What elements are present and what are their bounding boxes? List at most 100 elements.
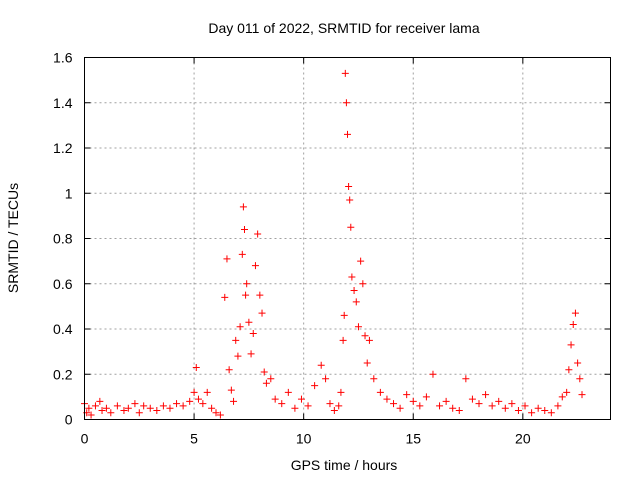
data-point xyxy=(422,393,430,401)
x-tick-label: 20 xyxy=(515,431,531,447)
y-axis-label: SRMTID / TECUs xyxy=(5,183,21,293)
data-point xyxy=(468,395,476,403)
data-point xyxy=(284,388,292,396)
data-point xyxy=(563,388,571,396)
data-point xyxy=(335,402,343,410)
data-point xyxy=(352,298,360,306)
data-point xyxy=(541,406,549,414)
y-tick-label: 0.8 xyxy=(53,231,73,247)
data-point xyxy=(488,402,496,410)
x-tick-label: 10 xyxy=(296,431,312,447)
data-point xyxy=(238,250,246,258)
data-point xyxy=(242,291,250,299)
data-point xyxy=(348,273,356,281)
y-tick-label: 0.6 xyxy=(53,276,73,292)
data-point xyxy=(508,400,516,408)
data-point xyxy=(455,406,463,414)
data-point xyxy=(370,375,378,383)
data-point xyxy=(232,336,240,344)
axis-ticks: 0 0.2 0.4 0.6 0.8 1 1.2 1.4 1.6 0 5 10 15 20 xyxy=(53,50,611,447)
data-point xyxy=(311,382,319,390)
data-point xyxy=(442,397,450,405)
data-point xyxy=(554,402,562,410)
data-point xyxy=(239,203,247,211)
data-point xyxy=(574,359,582,367)
x-tick-label: 15 xyxy=(405,431,421,447)
data-point xyxy=(212,409,220,417)
data-point xyxy=(350,287,358,295)
data-point xyxy=(236,323,244,331)
data-point xyxy=(124,404,132,412)
data-point xyxy=(98,406,106,414)
data-point xyxy=(514,406,522,414)
data-point xyxy=(304,402,312,410)
data-point xyxy=(346,196,354,204)
data-point xyxy=(383,395,391,403)
data-point xyxy=(258,309,266,317)
data-point xyxy=(146,404,154,412)
data-point xyxy=(337,388,345,396)
data-point xyxy=(251,262,259,270)
y-tick-label: 0 xyxy=(65,412,73,428)
data-point xyxy=(317,361,325,369)
data-point xyxy=(153,406,161,414)
data-point xyxy=(221,293,229,301)
data-point xyxy=(113,402,121,410)
data-point xyxy=(482,391,490,399)
data-point xyxy=(475,400,483,408)
data-point xyxy=(173,400,181,408)
data-point xyxy=(501,404,509,412)
data-point xyxy=(330,406,338,414)
data-point xyxy=(547,409,555,417)
data-point xyxy=(567,341,575,349)
x-tick-label: 5 xyxy=(190,431,198,447)
data-point xyxy=(403,391,411,399)
data-point xyxy=(569,320,577,328)
data-point xyxy=(578,391,586,399)
data-point xyxy=(571,309,579,317)
data-point xyxy=(558,393,566,401)
data-point xyxy=(203,388,211,396)
data-point xyxy=(342,99,350,107)
data-point xyxy=(225,366,233,374)
data-point xyxy=(192,363,200,371)
data-point xyxy=(243,280,251,288)
data-point xyxy=(326,400,334,408)
data-point xyxy=(339,336,347,344)
y-tick-label: 1.6 xyxy=(53,50,73,66)
grid xyxy=(84,57,611,420)
y-tick-label: 0.2 xyxy=(53,366,73,382)
data-point xyxy=(262,379,270,387)
data-point xyxy=(376,388,384,396)
data-point xyxy=(208,404,216,412)
data-point xyxy=(194,395,202,403)
data-point xyxy=(254,230,262,238)
data-point xyxy=(576,375,584,383)
data-point xyxy=(365,336,373,344)
data-points xyxy=(81,69,586,419)
data-point xyxy=(234,352,242,360)
data-point xyxy=(495,397,503,405)
data-point xyxy=(462,375,470,383)
data-point xyxy=(322,375,330,383)
data-point xyxy=(135,409,143,417)
data-point xyxy=(354,323,362,331)
data-point xyxy=(179,402,187,410)
data-point xyxy=(396,404,404,412)
data-point xyxy=(521,402,529,410)
data-point xyxy=(528,409,536,417)
data-point xyxy=(190,388,198,396)
y-tick-label: 1.4 xyxy=(53,95,73,111)
data-point xyxy=(344,130,351,138)
y-tick-label: 1 xyxy=(65,185,73,201)
data-point xyxy=(227,386,235,394)
data-point xyxy=(186,397,194,405)
data-point xyxy=(216,411,224,419)
data-point xyxy=(140,402,148,410)
data-point xyxy=(260,368,268,376)
data-point xyxy=(436,402,444,410)
data-point xyxy=(223,255,231,263)
data-point xyxy=(534,404,542,412)
data-point xyxy=(102,404,110,412)
